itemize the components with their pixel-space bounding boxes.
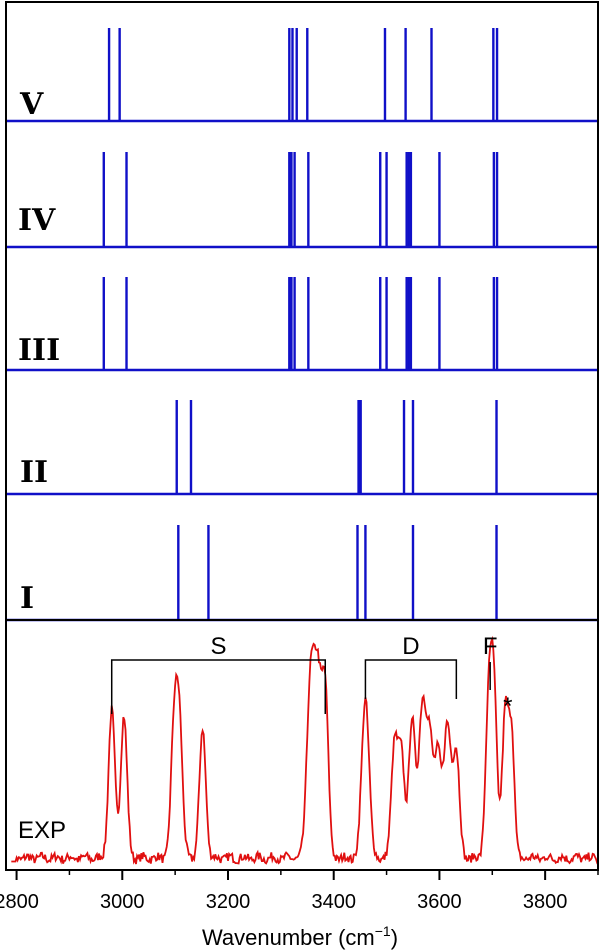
x-axis-ticks: 2800 3000 3200 3400 3600 3800 — [0, 870, 599, 913]
panel-iii: III — [6, 277, 598, 372]
panel-label: V — [19, 87, 44, 122]
x-axis-title: Wavenumber (cm−1) — [202, 923, 398, 950]
panel-label: II — [20, 455, 48, 490]
experimental-spectrum-line — [11, 635, 599, 865]
band-annotations: S D F * — [110, 633, 513, 720]
x-tick-label: 3600 — [417, 891, 462, 913]
panel-label: IV — [18, 203, 56, 238]
band-d-annotation: D — [364, 633, 458, 699]
band-label: F — [483, 633, 498, 660]
x-tick-label: 3000 — [100, 891, 145, 913]
panel-i: I — [6, 525, 598, 622]
panel-label: III — [18, 333, 60, 368]
panel-iv: IV — [6, 152, 598, 249]
experimental-spectrum-group: EXP — [11, 635, 599, 865]
exp-panel-label: EXP — [18, 817, 66, 844]
x-axis-title-end: ) — [391, 925, 398, 950]
panel-ii: II — [6, 400, 598, 496]
x-tick-label: 2800 — [0, 891, 39, 913]
x-axis-title-sup: −1 — [375, 923, 391, 939]
panel-v: V — [6, 28, 598, 123]
asterisk-marker: * — [503, 693, 512, 720]
band-bracket — [110, 659, 327, 714]
x-tick-label: 3800 — [523, 891, 568, 913]
band-f-annotation: F — [483, 633, 498, 690]
plot-frame — [5, 1, 599, 871]
panel-label: I — [20, 581, 34, 616]
x-tick-label: 3200 — [206, 891, 251, 913]
x-axis-title-main: Wavenumber (cm — [202, 925, 375, 950]
band-bracket — [364, 659, 458, 699]
x-tick-label: 3400 — [311, 891, 356, 913]
band-label: S — [210, 633, 226, 660]
band-label: D — [402, 633, 419, 660]
band-s-annotation: S — [110, 633, 327, 714]
